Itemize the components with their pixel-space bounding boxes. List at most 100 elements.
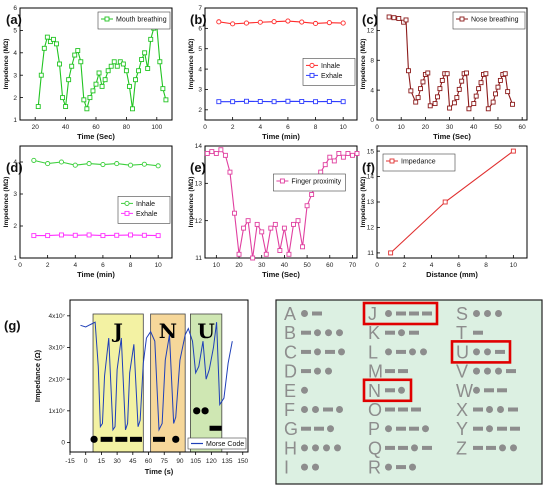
legend: Impedance bbox=[382, 153, 456, 172]
morse-dot-mark bbox=[201, 407, 209, 415]
data-point bbox=[286, 251, 292, 257]
data-point bbox=[105, 68, 111, 74]
morse-dash bbox=[314, 426, 324, 431]
x-axis-label: Distance (mm) bbox=[426, 270, 478, 279]
y-tick-label: 13 bbox=[367, 199, 375, 206]
morse-dash bbox=[473, 407, 483, 412]
data-point bbox=[408, 88, 414, 94]
morse-entry-u: U bbox=[450, 340, 512, 364]
morse-dash bbox=[411, 407, 421, 412]
data-point bbox=[160, 86, 166, 92]
x-tick-label: 4 bbox=[258, 124, 262, 131]
data-point bbox=[254, 221, 260, 227]
morse-dot bbox=[486, 406, 493, 413]
data-point bbox=[309, 192, 315, 197]
morse-dash bbox=[323, 407, 333, 412]
legend: Mouth breathing bbox=[97, 11, 171, 30]
morse-dot bbox=[312, 406, 319, 413]
data-point bbox=[304, 203, 310, 209]
legend-box bbox=[452, 11, 526, 30]
legend-marker bbox=[389, 158, 395, 164]
y-tick-label: 5 bbox=[198, 46, 202, 53]
morse-dash bbox=[301, 349, 311, 354]
morse-dash bbox=[497, 426, 507, 431]
series-line-0 bbox=[33, 159, 159, 167]
data-point bbox=[259, 229, 265, 235]
morse-dash-mark bbox=[209, 425, 222, 431]
morse-dot bbox=[473, 386, 480, 394]
morse-dot bbox=[334, 444, 341, 452]
data-point bbox=[435, 94, 440, 100]
data-point bbox=[87, 95, 93, 101]
data-point bbox=[271, 99, 277, 105]
data-point bbox=[497, 77, 503, 83]
legend-entry: Exhale bbox=[136, 211, 158, 218]
data-point bbox=[454, 95, 460, 101]
data-point bbox=[227, 169, 233, 175]
data-point bbox=[241, 225, 247, 231]
morse-dash bbox=[506, 369, 516, 374]
region-letter: J bbox=[111, 319, 122, 343]
data-point bbox=[493, 91, 498, 97]
morse-letter: W bbox=[456, 381, 473, 401]
morse-letter: N bbox=[368, 381, 381, 401]
y-tick-label: 13 bbox=[195, 181, 203, 188]
morse-dash-mark bbox=[115, 436, 128, 442]
morse-dash-mark bbox=[153, 436, 165, 442]
chart-panel-c: (c) 0 10 20 30 40 50 60 0 4 8 12 Time (Sec) Impedence… bbox=[360, 7, 528, 141]
x-tick-label: 0 bbox=[375, 262, 379, 269]
legend-marker bbox=[279, 178, 285, 184]
morse-letter: H bbox=[284, 438, 297, 458]
data-point bbox=[291, 221, 296, 227]
morse-dot bbox=[484, 310, 491, 317]
morse-dash bbox=[422, 445, 432, 450]
morse-dash bbox=[473, 426, 483, 431]
morse-dot bbox=[473, 367, 480, 375]
data-point bbox=[31, 233, 37, 239]
data-point bbox=[299, 99, 305, 104]
x-tick-label: 8 bbox=[129, 262, 133, 269]
x-tick-label: 8 bbox=[314, 124, 318, 131]
y-tick-label: 12 bbox=[367, 28, 375, 35]
data-point bbox=[285, 98, 291, 104]
morse-dot bbox=[301, 386, 308, 394]
morse-dot-mark bbox=[90, 435, 98, 443]
x-tick-label: 50 bbox=[494, 124, 502, 131]
morse-dash bbox=[484, 388, 494, 393]
plot-frame bbox=[204, 7, 358, 121]
data-point bbox=[413, 99, 419, 105]
morse-dot bbox=[497, 406, 504, 413]
series-line-morse bbox=[80, 321, 233, 432]
legend-marker bbox=[124, 210, 130, 216]
data-point bbox=[456, 86, 462, 92]
x-tick-label: 120 bbox=[206, 458, 217, 465]
y-tick-label: 4 bbox=[198, 66, 202, 73]
panel-label: (b) bbox=[190, 12, 207, 27]
morse-dot bbox=[312, 463, 319, 471]
data-point bbox=[312, 20, 319, 27]
data-point bbox=[81, 97, 87, 103]
morse-letter: O bbox=[368, 400, 382, 420]
morse-dash bbox=[409, 330, 419, 335]
data-point bbox=[350, 152, 355, 158]
data-point bbox=[326, 99, 332, 104]
data-point bbox=[354, 151, 360, 156]
legend-entry: Impedance bbox=[401, 159, 436, 166]
series-line-0 bbox=[218, 20, 344, 25]
morse-letter: G bbox=[284, 419, 298, 439]
data-point bbox=[44, 34, 50, 40]
morse-entry-q: Q bbox=[368, 438, 432, 458]
x-tick-label: 2 bbox=[46, 262, 50, 269]
y-tick-label: 8 bbox=[370, 57, 374, 64]
x-tick-label: 2 bbox=[231, 124, 235, 131]
data-point bbox=[345, 151, 351, 156]
morse-dash bbox=[508, 407, 518, 412]
morse-dash bbox=[385, 369, 395, 374]
morse-dot bbox=[301, 444, 308, 452]
morse-dash bbox=[385, 445, 395, 450]
y-tick-label: 12 bbox=[367, 225, 375, 232]
data-point bbox=[464, 70, 469, 76]
morse-letter: U bbox=[456, 342, 469, 362]
data-point bbox=[57, 61, 62, 67]
data-point bbox=[318, 169, 324, 175]
